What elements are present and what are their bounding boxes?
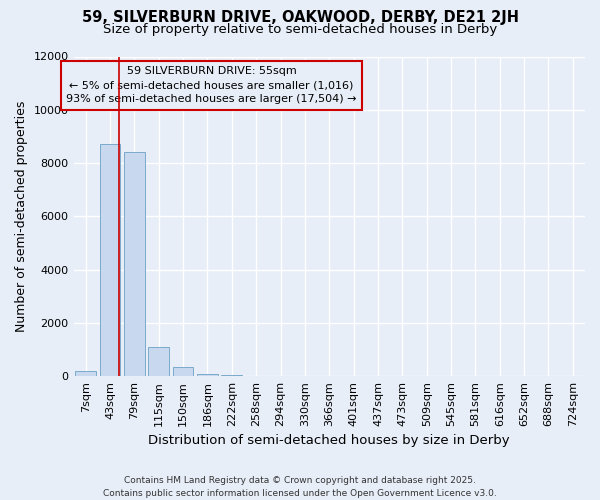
Bar (124, 152, 145, 376)
Bar (221, 375, 242, 376)
Text: 59, SILVERBURN DRIVE, OAKWOOD, DERBY, DE21 2JH: 59, SILVERBURN DRIVE, OAKWOOD, DERBY, DE… (82, 10, 518, 25)
Y-axis label: Number of semi-detached properties: Number of semi-detached properties (15, 100, 28, 332)
Bar (173, 367, 193, 376)
Bar (197, 374, 218, 376)
Bar (76, 371, 96, 376)
X-axis label: Distribution of semi-detached houses by size in Derby: Distribution of semi-detached houses by … (148, 434, 510, 448)
Text: Contains HM Land Registry data © Crown copyright and database right 2025.
Contai: Contains HM Land Registry data © Crown c… (103, 476, 497, 498)
Bar (100, 144, 121, 376)
Bar (148, 347, 169, 376)
Text: 59 SILVERBURN DRIVE: 55sqm
← 5% of semi-detached houses are smaller (1,016)
93% : 59 SILVERBURN DRIVE: 55sqm ← 5% of semi-… (67, 66, 357, 104)
Text: Size of property relative to semi-detached houses in Derby: Size of property relative to semi-detach… (103, 22, 497, 36)
